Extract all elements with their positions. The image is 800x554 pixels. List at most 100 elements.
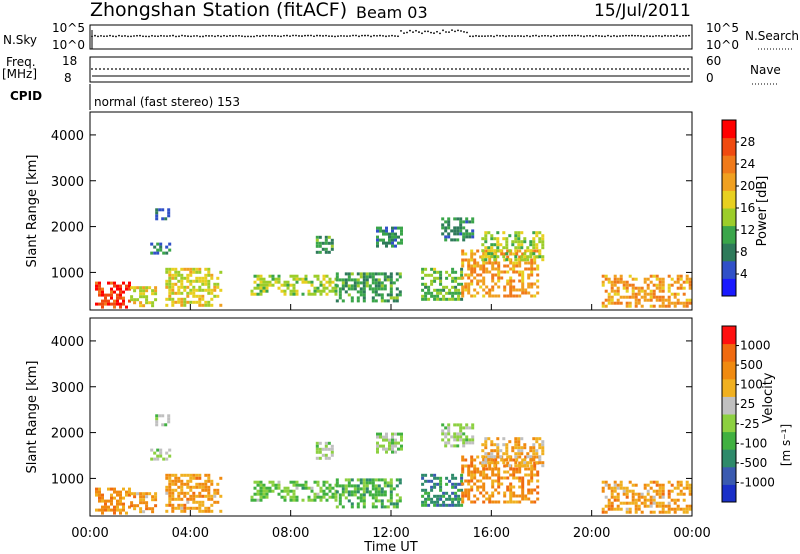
velocity-echo-cell bbox=[456, 432, 460, 436]
velocity-echo-cell bbox=[325, 480, 329, 484]
velocity-echo-cell bbox=[388, 441, 391, 445]
velocity-echo-cell bbox=[634, 504, 638, 508]
power-echo-cell bbox=[490, 243, 494, 247]
power-echo-cell bbox=[451, 285, 455, 289]
power-echo-cell bbox=[526, 246, 530, 250]
power-echo-cell bbox=[101, 290, 104, 294]
freq-trace-point bbox=[539, 68, 541, 70]
velocity-echo-cell bbox=[661, 489, 665, 493]
velocity-echo-cell bbox=[356, 478, 360, 482]
power-echo-cell bbox=[353, 287, 357, 291]
velocity-echo-cell bbox=[171, 494, 175, 498]
velocity-echo-cell bbox=[201, 488, 205, 492]
power-echo-cell bbox=[177, 297, 181, 301]
power-echo-cell bbox=[532, 231, 536, 235]
power-echo-cell bbox=[470, 252, 474, 256]
power-echo-cell bbox=[447, 220, 451, 224]
velocity-echo-cell bbox=[634, 483, 638, 487]
velocity-echo-cell bbox=[529, 458, 533, 462]
power-echo-cell bbox=[679, 301, 683, 305]
freq-trace-point bbox=[475, 68, 477, 70]
power-echo-cell bbox=[493, 237, 497, 241]
power-echo-cell bbox=[122, 296, 125, 300]
power-echo-cell bbox=[661, 286, 665, 290]
freq-trace-point bbox=[147, 68, 149, 70]
velocity-echo-cell bbox=[310, 498, 314, 502]
velocity-echo-cell bbox=[646, 489, 650, 493]
power-echo-cell bbox=[383, 272, 387, 276]
power-echo-cell bbox=[335, 299, 339, 303]
power-echo-cell bbox=[520, 246, 524, 250]
velocity-echo-cell bbox=[171, 506, 175, 510]
power-echo-cell bbox=[488, 261, 492, 265]
power-echo-cell bbox=[383, 287, 387, 291]
freq-trace-point bbox=[135, 68, 137, 70]
velocity-echo-cell bbox=[520, 437, 524, 441]
power-echo-cell bbox=[613, 277, 617, 281]
power-echo-cell bbox=[430, 279, 434, 283]
velocity-echo-cell bbox=[362, 484, 366, 488]
power-echo-cell bbox=[315, 250, 319, 254]
power-cbar-label: Power [dB] bbox=[755, 176, 770, 247]
sky-trace-point bbox=[403, 32, 405, 35]
velocity-echo-cell bbox=[497, 476, 501, 480]
power-echo-cell bbox=[155, 214, 159, 218]
power-echo-cell bbox=[523, 237, 527, 241]
power-echo-cell bbox=[195, 267, 199, 271]
power-echo-cell bbox=[481, 255, 485, 259]
velocity-echo-cell bbox=[442, 491, 446, 495]
power-echo-cell bbox=[353, 281, 357, 285]
velocity-echo-cell bbox=[388, 447, 391, 451]
power-echo-cell bbox=[371, 299, 375, 303]
power-echo-cell bbox=[139, 289, 143, 293]
power-echo-cell bbox=[289, 292, 293, 296]
power-echo-cell bbox=[482, 261, 486, 265]
power-echo-cell bbox=[427, 285, 431, 289]
velocity-echo-cell bbox=[168, 500, 172, 504]
freq-trace-point bbox=[395, 68, 397, 70]
power-echo-cell bbox=[213, 282, 217, 286]
sky-trace-point bbox=[355, 34, 357, 37]
sky-trace-point bbox=[508, 35, 510, 37]
power-echo-cell bbox=[165, 297, 169, 301]
power-echo-cell bbox=[497, 279, 501, 283]
velocity-echo-cell bbox=[95, 493, 98, 497]
velocity-echo-cell bbox=[439, 488, 443, 492]
power-echo-cell bbox=[628, 301, 632, 305]
velocity-echo-cell bbox=[319, 498, 323, 502]
velocity-echo-cell bbox=[631, 501, 635, 505]
velocity-echo-cell bbox=[295, 486, 299, 490]
velocity-echo-cell bbox=[356, 502, 360, 506]
velocity-echo-cell bbox=[444, 444, 448, 448]
power-echo-cell bbox=[338, 287, 342, 291]
velocity-echo-cell bbox=[476, 470, 480, 474]
power-echo-cell bbox=[460, 270, 464, 274]
power-echo-cell bbox=[518, 294, 522, 298]
power-echo-cell bbox=[424, 297, 428, 301]
velocity-echo-cell bbox=[334, 495, 338, 499]
power-echo-cell bbox=[511, 240, 515, 244]
power-echo-cell bbox=[253, 292, 257, 296]
velocity-echo-cell bbox=[518, 470, 522, 474]
velocity-echo-cell bbox=[503, 491, 507, 495]
velocity-echo-cell bbox=[538, 437, 542, 441]
velocity-echo-cell bbox=[508, 455, 512, 459]
velocity-echo-cell bbox=[177, 503, 181, 507]
power-echo-cell bbox=[454, 297, 458, 301]
power-echo-cell bbox=[673, 301, 677, 305]
sky-trace-point bbox=[208, 35, 210, 37]
velocity-echo-cell bbox=[488, 464, 492, 468]
velocity-echo-cell bbox=[688, 489, 692, 493]
velocity-echo-cell bbox=[527, 467, 531, 471]
velocity-echo-cell bbox=[177, 485, 181, 489]
sky-trace-point bbox=[298, 35, 300, 37]
power-echo-cell bbox=[488, 258, 492, 262]
velocity-echo-cell bbox=[189, 473, 193, 477]
power-echo-cell bbox=[464, 282, 468, 286]
velocity-echo-cell bbox=[158, 414, 162, 418]
nsearch-tick-top: 10^5 bbox=[706, 21, 739, 35]
power-echo-cell bbox=[512, 264, 516, 268]
velocity-echo-cell bbox=[456, 423, 460, 427]
velocity-echo-cell bbox=[467, 470, 471, 474]
velocity-echo-cell bbox=[451, 482, 455, 486]
